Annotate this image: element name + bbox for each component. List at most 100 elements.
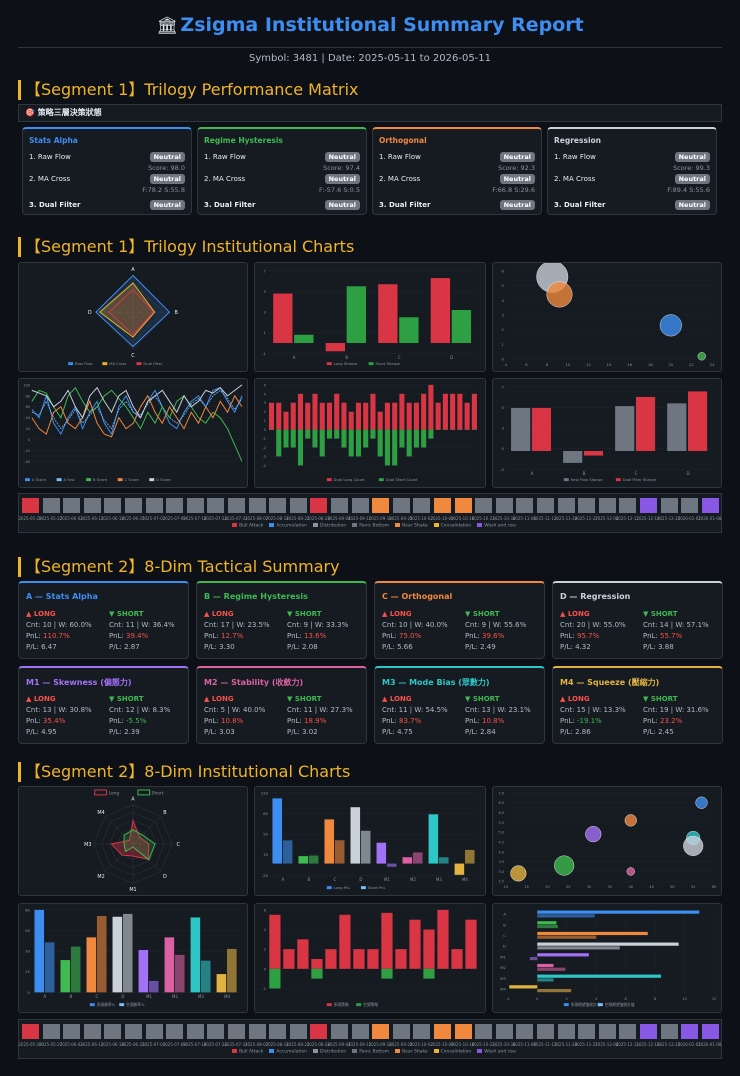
y-tick-label: 1	[264, 331, 267, 335]
trilogy-card-3: Regression 1. Raw Flow Neutral Score: 99.…	[547, 127, 717, 215]
x-tick-label: A	[293, 355, 296, 360]
long-pl: P/L: 3.30	[204, 643, 235, 651]
timeline-date: 2025-12-18	[636, 1042, 660, 1047]
x-tick-label: M1	[384, 877, 390, 882]
timeline-cell	[660, 1024, 678, 1039]
short-label: ▼ SHORT	[643, 610, 678, 618]
row-label: 3. Dual Filter	[379, 201, 431, 209]
hbar-0	[537, 963, 554, 968]
timeline-date: 2026-01-01	[677, 516, 701, 521]
timeline-date: 2025-09-04	[327, 516, 351, 521]
bar-1	[399, 317, 419, 344]
x-tick-label: C	[635, 471, 638, 476]
y-tick-label: M2	[500, 966, 506, 970]
x-tick-label: 45	[649, 885, 653, 889]
legend-swatch	[136, 362, 142, 366]
hbar-1	[537, 914, 595, 918]
timeline-cell	[557, 1024, 575, 1039]
radar-axis	[132, 816, 161, 845]
dim-name: M3 — Mode Bias (眾數力)	[382, 678, 490, 687]
y-tick-label: M1	[500, 955, 506, 959]
pnl-label: PnL:	[109, 632, 127, 640]
timeline-cell	[104, 498, 122, 513]
y-tick-label: -1	[263, 437, 266, 441]
timeline-cell	[598, 1024, 616, 1039]
timeline-cell	[186, 498, 204, 513]
timeline-cell	[166, 1024, 184, 1039]
y-tick-label: 0	[264, 967, 266, 971]
bar-0	[378, 284, 398, 344]
short-label: ▼ SHORT	[109, 610, 144, 618]
timeline-date: 2025-07-16	[183, 516, 207, 521]
timeline-date: 2025-06-18	[100, 1042, 125, 1047]
legend-swatch	[89, 1003, 95, 1007]
bar-0	[325, 949, 337, 969]
bar-1	[311, 968, 323, 979]
bar-0	[319, 402, 325, 430]
timeline-cell	[42, 1024, 60, 1039]
bar-0	[312, 393, 318, 430]
bar-0	[353, 949, 365, 969]
timeline-cell	[495, 498, 513, 513]
bar-1	[70, 946, 81, 993]
bar-0	[297, 393, 304, 430]
timeline-cell	[310, 498, 328, 513]
long-count: Cnt: 15 | W: 13.3%	[560, 706, 626, 714]
bar-0	[370, 393, 376, 430]
timeline-date: 2025-12-11	[615, 516, 640, 521]
bar-1	[334, 840, 345, 864]
bank-icon: 🏛	[156, 16, 178, 36]
timeline-date: 2025-06-25	[121, 516, 145, 521]
bar-1	[406, 429, 412, 457]
bar-0	[138, 950, 149, 993]
bar-0	[290, 402, 296, 430]
bar-1	[269, 968, 281, 989]
bubble	[554, 855, 575, 876]
timeline-cell	[22, 498, 39, 513]
timeline-cell	[516, 1024, 534, 1039]
bar-0	[268, 402, 275, 430]
timeline-date: 2025-08-21	[286, 516, 310, 521]
dim-name: B — Regime Hysteresis	[204, 592, 308, 601]
radar-axis-label: C	[131, 353, 135, 359]
timeline-date: 2025-07-24	[203, 516, 228, 521]
bar-1	[377, 429, 383, 457]
short-count: Cnt: 9 | W: 33.3%	[287, 621, 349, 629]
bar-0	[381, 912, 393, 969]
short-pnl: 18.9%	[304, 717, 327, 725]
timeline-date: 2025-08-07	[244, 516, 269, 521]
bar-0	[216, 974, 227, 993]
bar-0	[276, 402, 282, 430]
legend-swatch	[563, 478, 569, 482]
timeline-date: 2025-05-27	[38, 1042, 63, 1047]
y-tick-label: 0	[28, 438, 30, 442]
long-pl: P/L: 3.03	[204, 728, 235, 736]
timeline-cell	[228, 1024, 245, 1039]
long-count: Cnt: 13 | W: 30.8%	[26, 706, 92, 714]
trilogy-radar-chart: A B C D Raw Flow MA Cross Dual Filter	[18, 262, 248, 372]
x-tick-label: 10	[682, 997, 686, 1001]
dual-filter-row: 3. Dual Filter Neutral	[29, 200, 185, 210]
row-label: 3. Dual Filter	[554, 201, 606, 209]
short-pnl: 55.7%	[660, 632, 683, 640]
bar-0	[86, 937, 97, 993]
bar-0	[430, 278, 451, 344]
section-title-8dim-summary: 【Segment 2】8-Dim Tactical Summary	[18, 557, 722, 577]
timeline-cell	[495, 1024, 513, 1039]
timeline-cell	[619, 498, 637, 513]
pnl-label: PnL:	[204, 717, 222, 725]
timeline-cell	[248, 1024, 266, 1039]
x-tick-label: C	[334, 877, 337, 882]
y-tick-label: -2	[263, 987, 266, 991]
hbar-1	[537, 935, 597, 939]
y-tick-label: 3	[502, 427, 505, 431]
ma-cross-row: 2. MA Cross Neutral	[554, 174, 710, 184]
timeline-cell	[640, 498, 657, 513]
short-pl: P/L: 3.88	[643, 643, 674, 651]
dim-name: M2 — Stability (收斂力)	[204, 678, 304, 687]
x-tick-label: 4	[505, 363, 508, 367]
legend-entry: C Score	[125, 478, 140, 482]
timeline-cell	[660, 498, 678, 513]
timeline-date: 2025-12-04	[595, 1042, 619, 1047]
bar-0	[435, 402, 441, 430]
